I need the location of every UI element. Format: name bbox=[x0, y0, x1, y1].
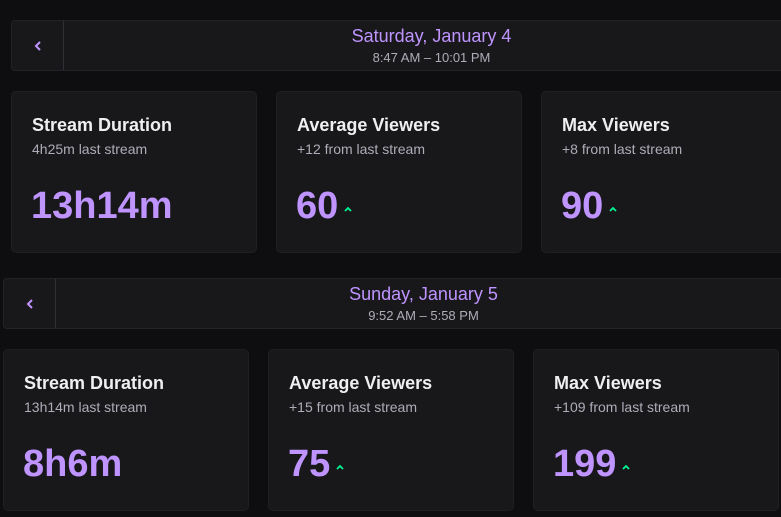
card-value: 60 bbox=[296, 185, 339, 227]
date-title: Sunday, January 5 bbox=[349, 284, 498, 304]
previous-day-button[interactable] bbox=[4, 279, 56, 328]
card-title: Average Viewers bbox=[289, 373, 433, 393]
card-subtitle: +15 from last stream bbox=[289, 399, 417, 415]
card-value-row: 60 bbox=[296, 184, 352, 228]
card-subtitle: +8 from last stream bbox=[562, 141, 683, 157]
date-header: Saturday, January 4 8:47 AM – 10:01 PM bbox=[11, 20, 781, 71]
card-title: Max Viewers bbox=[554, 373, 662, 393]
trend-up-icon bbox=[336, 464, 344, 470]
card-subtitle: 13h14m last stream bbox=[24, 399, 147, 415]
card-value: 8h6m bbox=[23, 443, 123, 485]
card-title: Average Viewers bbox=[297, 115, 441, 135]
card-subtitle: +109 from last stream bbox=[554, 399, 690, 415]
stream-duration-card: Stream Duration 4h25m last stream 13h14m bbox=[11, 91, 257, 253]
card-value-row: 90 bbox=[561, 184, 617, 228]
previous-day-button[interactable] bbox=[12, 21, 64, 70]
time-range: 8:47 AM – 10:01 PM bbox=[372, 50, 491, 65]
trend-up-icon bbox=[344, 206, 352, 212]
card-title: Max Viewers bbox=[562, 115, 670, 135]
card-value-row: 75 bbox=[288, 442, 344, 486]
trend-up-icon bbox=[622, 464, 631, 470]
card-title: Stream Duration bbox=[32, 115, 173, 135]
card-value-row: 8h6m bbox=[23, 442, 122, 486]
card-title: Stream Duration bbox=[24, 373, 165, 393]
card-value: 13h14m bbox=[31, 185, 173, 227]
card-value: 90 bbox=[561, 185, 604, 227]
date-title: Saturday, January 4 bbox=[351, 26, 512, 46]
date-header: Sunday, January 5 9:52 AM – 5:58 PM bbox=[3, 278, 781, 329]
card-subtitle: +12 from last stream bbox=[297, 141, 425, 157]
card-subtitle: 4h25m last stream bbox=[32, 141, 148, 157]
card-value: 199 bbox=[553, 443, 617, 485]
stream-duration-card: Stream Duration 13h14m last stream 8h6m bbox=[3, 349, 249, 511]
average-viewers-card: Average Viewers +12 from last stream 60 bbox=[276, 91, 522, 253]
max-viewers-card: Max Viewers +109 from last stream 199 bbox=[533, 349, 779, 511]
chevron-left-icon bbox=[34, 40, 41, 51]
card-value: 75 bbox=[288, 443, 331, 485]
trend-up-icon bbox=[609, 206, 617, 212]
card-value-row: 13h14m bbox=[31, 184, 173, 228]
chevron-left-icon bbox=[26, 298, 33, 309]
average-viewers-card: Average Viewers +15 from last stream 75 bbox=[268, 349, 514, 511]
time-range: 9:52 AM – 5:58 PM bbox=[368, 308, 479, 323]
card-value-row: 199 bbox=[553, 442, 631, 486]
max-viewers-card: Max Viewers +8 from last stream 90 bbox=[541, 91, 781, 253]
